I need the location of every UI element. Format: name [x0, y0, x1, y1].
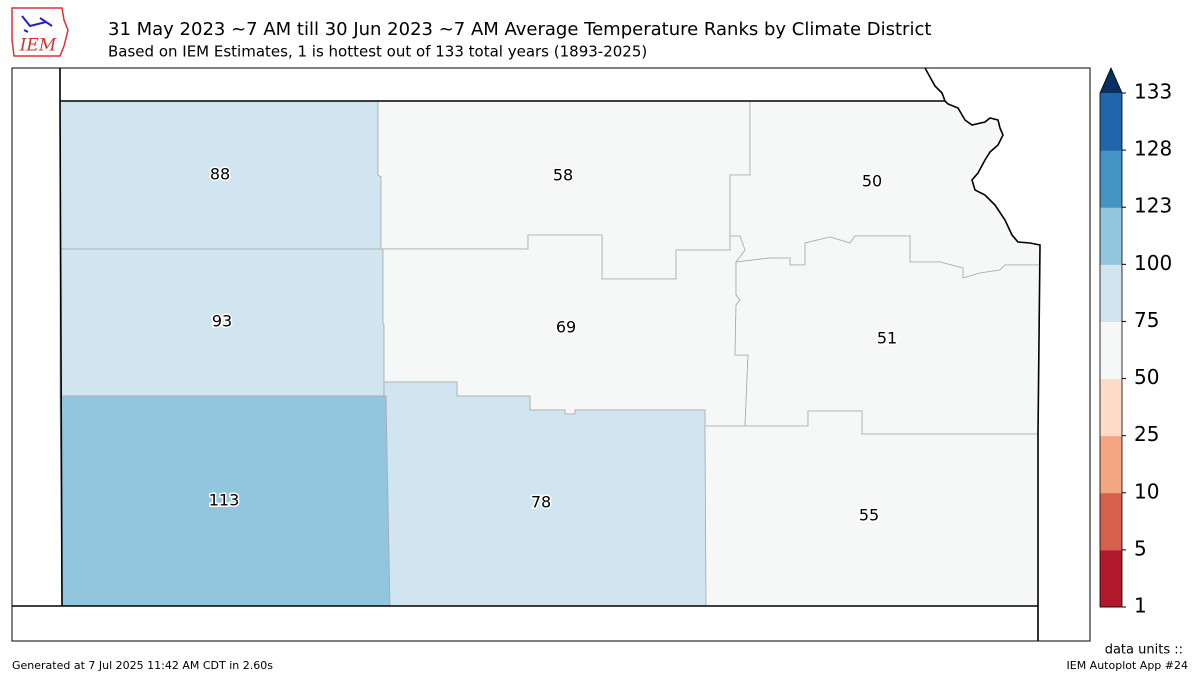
- district-label: 88: [210, 165, 230, 184]
- district-label: 93: [212, 312, 232, 331]
- district-label: 69: [556, 318, 576, 337]
- district-label: 58: [553, 166, 573, 185]
- colorbar-tick-label: 10: [1134, 479, 1159, 503]
- district-label: 51: [877, 329, 897, 348]
- district-label: 113: [209, 491, 240, 510]
- colorbar-tick-label: 100: [1134, 251, 1172, 275]
- colorbar-tick-label: 25: [1134, 422, 1159, 446]
- district: [734, 235, 1041, 435]
- footer-generated: Generated at 7 Jul 2025 11:42 AM CDT in …: [12, 659, 273, 672]
- colorbar-bin: [1100, 264, 1122, 322]
- colorbar-bin: [1100, 93, 1122, 151]
- colorbar-tick-label: 50: [1134, 365, 1159, 389]
- colorbar-bin: [1100, 150, 1122, 208]
- colorbar: 1 5 10 25 50 75 100 123 128 133: [1099, 67, 1172, 618]
- colorbar-tick-label: 5: [1134, 536, 1147, 560]
- colorbar-bin: [1100, 435, 1122, 494]
- title: 31 May 2023 ~7 AM till 30 Jun 2023 ~7 AM…: [108, 19, 931, 40]
- colorbar-bin: [1100, 492, 1122, 551]
- district-label: 50: [862, 172, 882, 191]
- colorbar-tick-label: 75: [1134, 308, 1159, 332]
- colorbar-outline: [1099, 67, 1123, 608]
- logo-text: IEM: [19, 36, 57, 56]
- logo-icon: [21, 15, 53, 33]
- colorbar-extend: [1100, 68, 1122, 93]
- state-border: [12, 67, 1041, 641]
- colorbar-tick-label: 133: [1134, 80, 1172, 104]
- logo: IEM: [11, 7, 69, 57]
- colorbar-bin: [1100, 321, 1122, 380]
- colorbar-tick-label: 123: [1134, 194, 1172, 218]
- district: [383, 381, 707, 607]
- footer-units: data units ::: [1105, 643, 1183, 658]
- footer-app: IEM Autoplot App #24: [1067, 659, 1189, 672]
- colorbar-tick-label: 1: [1134, 594, 1147, 618]
- colorbar-bin: [1100, 378, 1122, 437]
- colorbar-tick-label: 128: [1134, 137, 1172, 161]
- district-label: 55: [859, 506, 879, 525]
- subtitle: Based on IEM Estimates, 1 is hottest out…: [108, 43, 647, 61]
- district-label: 78: [531, 493, 551, 512]
- colorbar-bin: [1100, 549, 1122, 608]
- colorbar-bin: [1100, 207, 1122, 265]
